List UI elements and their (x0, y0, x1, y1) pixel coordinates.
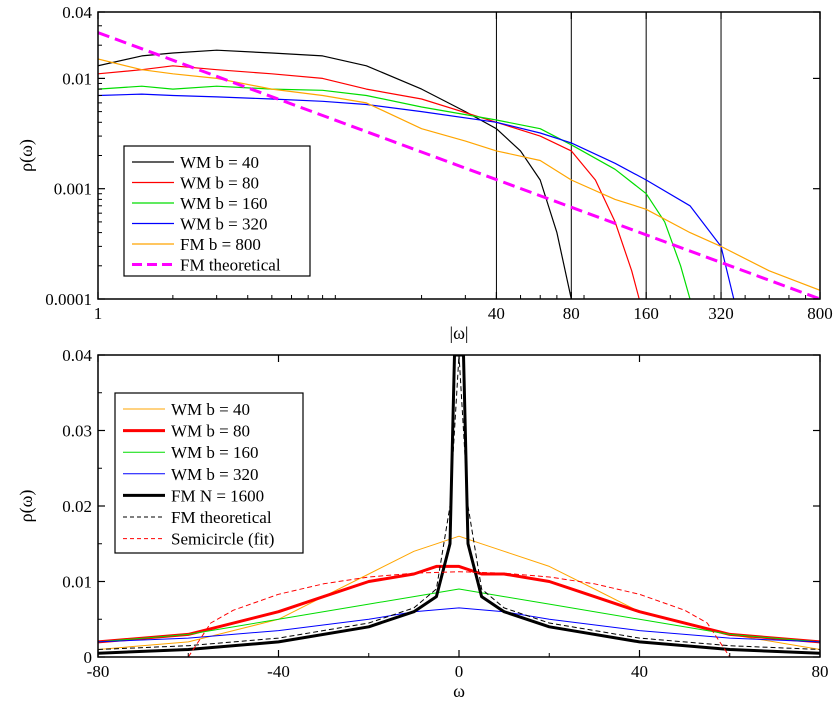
legend-entry: WM b = 320 (171, 465, 259, 484)
y-tick-label: 0.04 (62, 346, 92, 365)
y-axis-label: ρ(ω) (16, 490, 37, 523)
legend-entry: Semicircle (fit) (171, 530, 274, 549)
series-group (98, 355, 820, 657)
legend-entry: WM b = 40 (171, 400, 250, 419)
y-tick-label: 0.01 (62, 69, 92, 88)
bottom-panel: -80 -40 0 40 80 0 0.01 0.02 0.03 0.04 ω ρ(ω) WM b = … (16, 346, 829, 701)
y-tick-label: 0.03 (62, 422, 92, 441)
series-line (98, 355, 820, 655)
series-line (98, 58, 820, 291)
legend-box (114, 392, 304, 554)
legend-entry: FM b = 800 (180, 235, 261, 254)
y-axis-label: ρ(ω) (16, 139, 37, 172)
y-tick-label: 0.0001 (45, 290, 92, 309)
x-tick-label: 80 (563, 304, 580, 323)
legend-entry: WM b = 80 (180, 174, 259, 193)
x-tick-label: 80 (812, 662, 829, 681)
legend-entry: WM b = 80 (171, 422, 250, 441)
legend-entry: WM b = 320 (180, 215, 268, 234)
series-line (98, 564, 820, 644)
x-axis-label: ω (453, 681, 465, 701)
series-line (98, 93, 735, 299)
y-tick-label: 0.001 (54, 180, 92, 199)
x-tick-label: 0 (455, 662, 464, 681)
series-line (98, 85, 691, 299)
legend-entry: WM b = 160 (180, 194, 268, 213)
legend-entry: WM b = 40 (180, 153, 259, 172)
legend-box (123, 145, 311, 277)
top-panel: 1 40 80 160 320 800 0.0001 0.001 0.01 0.04 |ω| ρ(ω)… (16, 3, 833, 343)
y-tick-label: 0.04 (62, 3, 92, 22)
series-line (98, 49, 572, 299)
series-group (98, 31, 820, 299)
x-tick-label: 1 (94, 304, 103, 323)
series-line (98, 607, 820, 643)
series-line (187, 571, 731, 657)
x-tick-label: 320 (708, 304, 734, 323)
y-tick-label: 0.01 (62, 573, 92, 592)
series-line (98, 588, 820, 643)
x-tick-label: 800 (807, 304, 833, 323)
series-line (98, 31, 820, 299)
legend-entry: FM theoretical (171, 508, 272, 527)
legend-entry: FM N = 1600 (171, 486, 264, 505)
x-tick-label: -40 (267, 662, 290, 681)
legend-entry: WM b = 160 (171, 443, 259, 462)
x-tick-label: -80 (87, 662, 110, 681)
x-tick-label: 40 (488, 304, 505, 323)
series-line (98, 355, 820, 650)
x-axis-label: |ω| (449, 323, 468, 343)
legend-entry: FM theoretical (180, 256, 281, 275)
series-line (98, 535, 820, 650)
x-tick-label: 160 (633, 304, 659, 323)
y-tick-label: 0.02 (62, 497, 92, 516)
x-tick-label: 40 (631, 662, 648, 681)
y-tick-label: 0 (84, 648, 93, 667)
